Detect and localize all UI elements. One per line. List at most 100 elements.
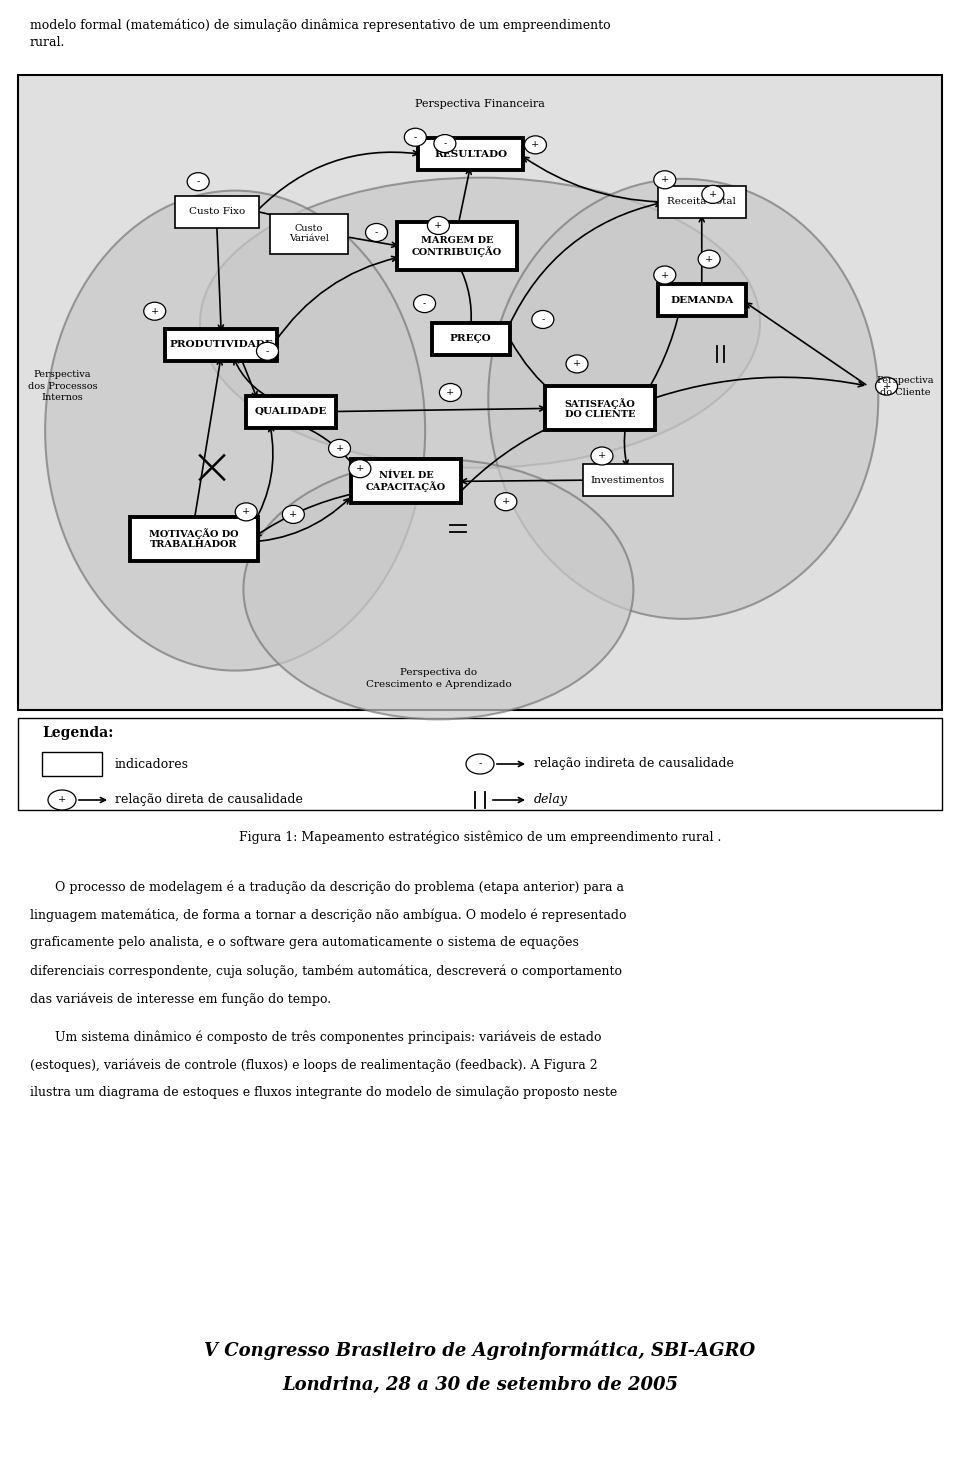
Text: MOTIVAÇÃO DO
TRABALHADOR: MOTIVAÇÃO DO TRABALHADOR xyxy=(149,528,238,549)
Text: -: - xyxy=(541,315,544,324)
Bar xyxy=(270,214,348,254)
Ellipse shape xyxy=(235,503,257,521)
Bar xyxy=(175,196,258,228)
Text: Receita Total: Receita Total xyxy=(667,197,736,207)
Text: +: + xyxy=(705,255,713,264)
Text: PRODUTIVIDADE: PRODUTIVIDADE xyxy=(169,340,274,349)
Text: -: - xyxy=(478,760,482,769)
Ellipse shape xyxy=(200,178,760,468)
Text: -: - xyxy=(197,177,200,187)
Text: SATISFAÇÃO
DO CLIENTE: SATISFAÇÃO DO CLIENTE xyxy=(564,398,636,419)
Text: +: + xyxy=(446,388,454,397)
Text: +: + xyxy=(882,382,891,391)
Ellipse shape xyxy=(654,171,676,188)
Ellipse shape xyxy=(282,505,304,524)
Text: rural.: rural. xyxy=(30,36,65,50)
Ellipse shape xyxy=(702,185,724,203)
Text: NÍVEL DE
CAPACITAÇÃO: NÍVEL DE CAPACITAÇÃO xyxy=(366,471,446,492)
Ellipse shape xyxy=(440,384,462,401)
Text: (estoques), variáveis de controle (fluxos) e loops de realimentação (feedback). : (estoques), variáveis de controle (fluxo… xyxy=(30,1058,598,1071)
Text: Perspectiva Financeira: Perspectiva Financeira xyxy=(415,99,545,108)
Text: Investimentos: Investimentos xyxy=(590,476,665,484)
Ellipse shape xyxy=(466,754,494,775)
Bar xyxy=(130,516,257,560)
Text: -: - xyxy=(423,299,426,308)
Ellipse shape xyxy=(698,249,720,268)
Bar xyxy=(545,387,655,430)
Bar xyxy=(165,328,277,360)
Text: indicadores: indicadores xyxy=(115,757,189,770)
Text: Perspectiva do
Crescimento e Aprendizado: Perspectiva do Crescimento e Aprendizado xyxy=(366,668,512,689)
Text: +: + xyxy=(660,270,669,280)
Bar xyxy=(246,395,336,427)
Text: Perspectiva
dos Processos
Internos: Perspectiva dos Processos Internos xyxy=(28,369,97,403)
Text: V Congresso Brasileiro de Agroinformática, SBI-AGRO: V Congresso Brasileiro de Agroinformátic… xyxy=(204,1341,756,1360)
Text: linguagem matemática, de forma a tornar a descrição não ambígua. O modelo é repr: linguagem matemática, de forma a tornar … xyxy=(30,907,627,922)
Bar xyxy=(42,751,102,776)
Text: +: + xyxy=(335,444,344,452)
Ellipse shape xyxy=(328,439,350,457)
Bar xyxy=(419,139,523,171)
Ellipse shape xyxy=(256,343,278,360)
Text: Um sistema dinâmico é composto de três componentes principais: variáveis de esta: Um sistema dinâmico é composto de três c… xyxy=(55,1030,602,1043)
Ellipse shape xyxy=(532,311,554,328)
Text: PREÇO: PREÇO xyxy=(450,334,492,343)
Ellipse shape xyxy=(366,223,388,242)
Text: +: + xyxy=(660,175,669,184)
Ellipse shape xyxy=(48,789,76,810)
Ellipse shape xyxy=(404,128,426,146)
Text: relação direta de causalidade: relação direta de causalidade xyxy=(115,794,302,807)
Text: delay: delay xyxy=(534,794,568,807)
Ellipse shape xyxy=(591,446,613,465)
Bar xyxy=(658,285,746,317)
Text: +: + xyxy=(151,306,158,315)
Ellipse shape xyxy=(187,172,209,191)
Text: Legenda:: Legenda: xyxy=(42,727,113,740)
Ellipse shape xyxy=(566,355,588,374)
Text: MARGEM DE
CONTRIBUIÇÃO: MARGEM DE CONTRIBUIÇÃO xyxy=(412,235,502,257)
Text: +: + xyxy=(531,140,540,149)
Text: +: + xyxy=(598,451,606,461)
Text: +: + xyxy=(356,464,364,473)
Bar xyxy=(351,460,461,503)
Bar xyxy=(432,322,510,355)
Text: +: + xyxy=(573,359,581,369)
Text: +: + xyxy=(58,795,66,804)
Text: -: - xyxy=(266,347,269,356)
Text: Londrina, 28 a 30 de setembro de 2005: Londrina, 28 a 30 de setembro de 2005 xyxy=(282,1376,678,1393)
Bar xyxy=(583,464,673,496)
Text: QUALIDADE: QUALIDADE xyxy=(254,407,326,416)
Ellipse shape xyxy=(427,216,449,235)
Text: modelo formal (matemático) de simulação dinâmica representativo de um empreendim: modelo formal (matemático) de simulação … xyxy=(30,18,611,32)
Ellipse shape xyxy=(524,136,546,153)
Text: Figura 1: Mapeamento estratégico sistêmico de um empreendimento rural .: Figura 1: Mapeamento estratégico sistêmi… xyxy=(239,830,721,843)
Text: Custo Fixo: Custo Fixo xyxy=(188,207,245,216)
Text: ilustra um diagrama de estoques e fluxos integrante do modelo de simulação propo: ilustra um diagrama de estoques e fluxos… xyxy=(30,1085,617,1099)
Text: +: + xyxy=(434,220,443,231)
Text: +: + xyxy=(708,190,717,198)
Text: +: + xyxy=(289,509,298,519)
Text: DEMANDA: DEMANDA xyxy=(670,296,733,305)
Bar xyxy=(18,74,942,711)
Bar xyxy=(396,222,516,270)
Ellipse shape xyxy=(876,376,898,395)
Bar xyxy=(18,718,942,810)
Ellipse shape xyxy=(144,302,166,320)
Ellipse shape xyxy=(414,295,436,312)
Text: RESULTADO: RESULTADO xyxy=(434,150,507,159)
Text: graficamente pelo analista, e o software gera automaticamente o sistema de equaç: graficamente pelo analista, e o software… xyxy=(30,937,579,948)
Text: Perspectiva
do Cliente: Perspectiva do Cliente xyxy=(876,376,934,397)
Text: diferenciais correspondente, cuja solução, também automática, descreverá o compo: diferenciais correspondente, cuja soluçã… xyxy=(30,964,622,978)
Ellipse shape xyxy=(654,266,676,285)
Ellipse shape xyxy=(244,460,634,719)
Text: relação indireta de causalidade: relação indireta de causalidade xyxy=(534,757,733,770)
Text: -: - xyxy=(444,139,446,147)
Text: O processo de modelagem é a tradução da descrição do problema (etapa anterior) p: O processo de modelagem é a tradução da … xyxy=(55,880,624,893)
Text: -: - xyxy=(414,133,417,142)
Ellipse shape xyxy=(494,493,516,511)
Text: +: + xyxy=(242,508,251,516)
Text: -: - xyxy=(375,228,378,236)
Ellipse shape xyxy=(348,460,371,477)
Text: +: + xyxy=(502,498,510,506)
Ellipse shape xyxy=(45,191,425,671)
